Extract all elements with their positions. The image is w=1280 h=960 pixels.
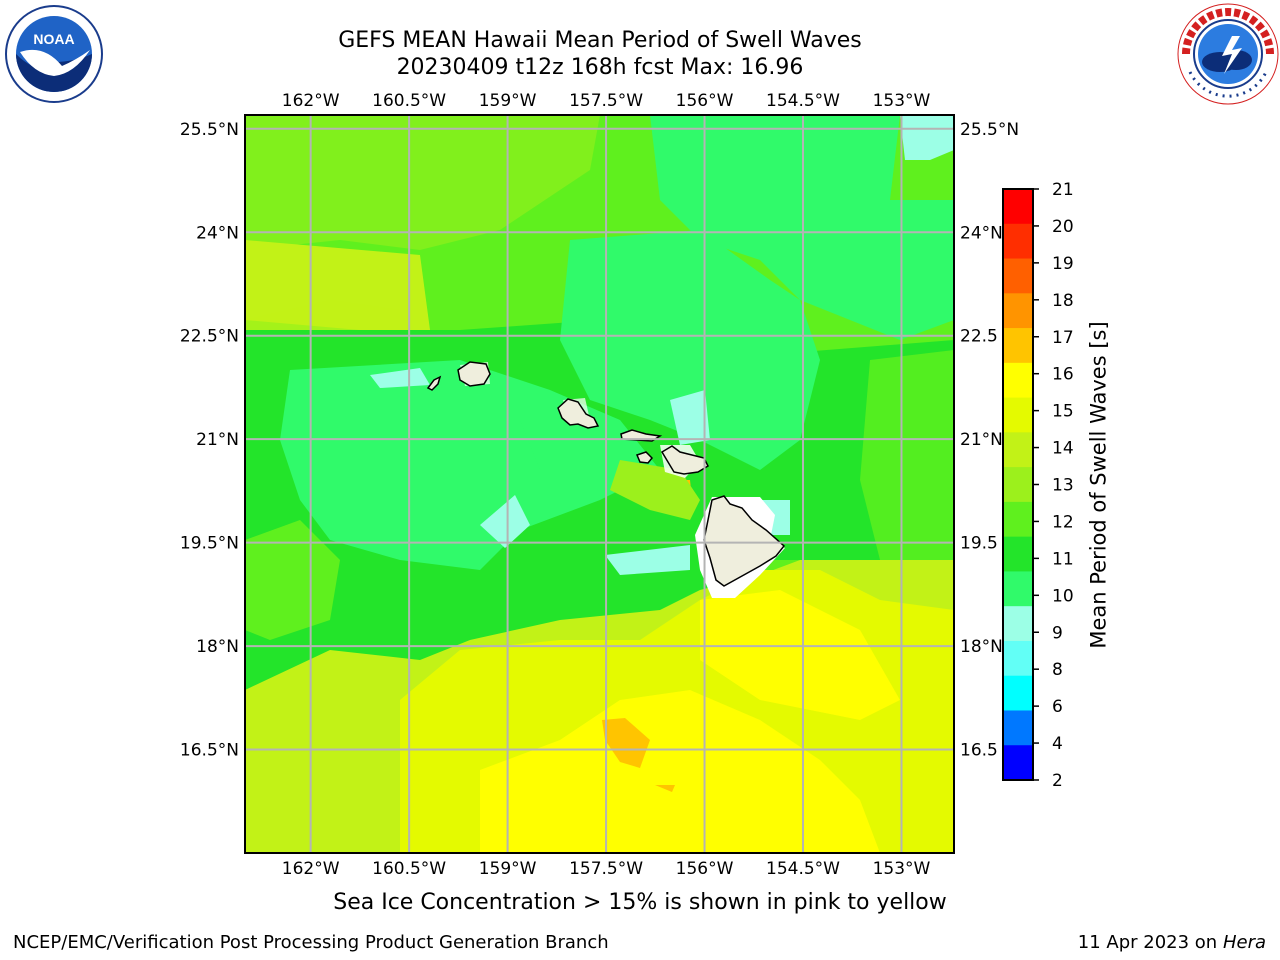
lon-label-top: 160.5°W [372,91,446,111]
lon-label-top: 159°W [479,91,537,111]
colorbar-tick-label: 16 [1052,365,1074,385]
colorbar-tick-label: 13 [1052,476,1074,496]
lon-label-bottom: 156°W [676,859,734,879]
lat-label-right: 19.5 [960,534,998,554]
colorbar-segment [1003,745,1033,781]
lon-label-top: 153°W [873,91,931,111]
noaa-logo: NOAA [5,5,103,103]
lon-label-top: 154.5°W [766,91,840,111]
colorbar-segment [1003,223,1033,260]
colorbar: 21 20 19 18 17 16 15 14 13 12 11 10 9 8 6 4 2 [1002,180,1074,791]
colorbar-segment [1003,362,1033,399]
island-oahu [557,398,600,429]
lat-label-right: 21°N [960,430,1003,450]
colorbar-segment [1003,258,1033,294]
colorbar-tick-label: 11 [1052,549,1074,569]
svg-text:NOAA: NOAA [33,31,74,47]
map-tick-labels: 162°W 162°W 160.5°W 160.5°W 159°W 159°W 157.5°… [180,91,1019,879]
colorbar-segment [1003,189,1033,225]
colorbar-tick-label: 19 [1052,254,1074,274]
lat-label-right: 24°N [960,223,1003,243]
colorbar-tick-label: 17 [1052,328,1074,348]
colorbar-tick-label: 8 [1052,660,1063,680]
colorbar-segment [1003,467,1033,503]
colorbar-tick-label: 4 [1052,734,1063,754]
footer-date: 11 Apr 2023 on Hera [1078,932,1266,953]
colorbar-segment [1003,606,1033,642]
lon-label-bottom: 160.5°W [372,859,446,879]
hawaiian-islands [426,361,786,587]
footer-date-text: 11 Apr 2023 on [1077,932,1223,953]
lat-label-left: 24°N [196,223,239,243]
colorbar-segment [1003,328,1033,364]
lat-label-left: 16.5°N [180,741,239,761]
lat-label-right: 25.5°N [960,120,1019,140]
colorbar-segment [1003,675,1033,711]
colorbar-segment [1003,501,1033,538]
swell-period-field [245,115,954,853]
colorbar-segment [1003,640,1033,677]
lon-label-bottom: 154.5°W [766,859,840,879]
colorbar-tick-label: 6 [1052,697,1063,717]
colorbar-tick-label: 14 [1052,439,1074,459]
island-big-island [703,495,786,587]
colorbar-segment [1003,536,1033,572]
caption-text: Sea Ice Concentration > 15% is shown in … [333,890,947,915]
colorbar-tick-label: 2 [1052,771,1063,791]
colorbar-tick-label: 20 [1052,217,1074,237]
lon-label-bottom: 157.5°W [569,859,643,879]
lat-label-left: 18°N [196,637,239,657]
colorbar-segment [1003,571,1033,607]
island-niihau [426,375,442,391]
lon-label-bottom: 159°W [479,859,537,879]
lon-label-top: 157.5°W [569,91,643,111]
nws-logo [1177,3,1279,105]
lat-label-left: 21°N [196,430,239,450]
colorbar-tick-label: 10 [1052,586,1074,606]
footer-machine: Hera [1222,932,1266,953]
lon-label-top: 162°W [282,91,340,111]
lon-label-bottom: 153°W [873,859,931,879]
lat-label-left: 25.5°N [180,120,239,140]
lat-label-right: 22.5 [960,327,998,347]
chart-title: GEFS MEAN Hawaii Mean Period of Swell Wa… [338,28,862,53]
colorbar-tick-label: 9 [1052,623,1063,643]
lat-label-left: 22.5°N [180,327,239,347]
footer-credit: NCEP/EMC/Verification Post Processing Pr… [13,932,609,953]
island-kauai [457,361,491,387]
island-lanai [635,451,654,464]
map-gridlines [245,115,954,853]
lon-label-bottom: 162°W [282,859,340,879]
colorbar-segment [1003,710,1033,746]
colorbar-tick-label: 18 [1052,291,1074,311]
island-maui [660,445,709,475]
colorbar-tick-label: 15 [1052,402,1074,422]
lat-label-right: 16.5 [960,741,998,761]
colorbar-segment [1003,432,1033,468]
colorbar-tick-label: 21 [1052,180,1074,200]
colorbar-segment [1003,397,1033,433]
map-frame [244,114,955,854]
colorbar-tick-label: 12 [1052,512,1074,532]
colorbar-segment [1003,293,1033,329]
sea-ice-caption: Sea Ice Concentration > 15% is shown in … [0,890,1280,915]
colorbar-label: Mean Period of Swell Waves [s] [1086,321,1111,649]
lat-label-right: 18°N [960,637,1003,657]
chart-subtitle: 20230409 t12z 168h fcst Max: 16.96 [396,55,804,80]
lon-label-top: 156°W [676,91,734,111]
lat-label-left: 19.5°N [180,534,239,554]
